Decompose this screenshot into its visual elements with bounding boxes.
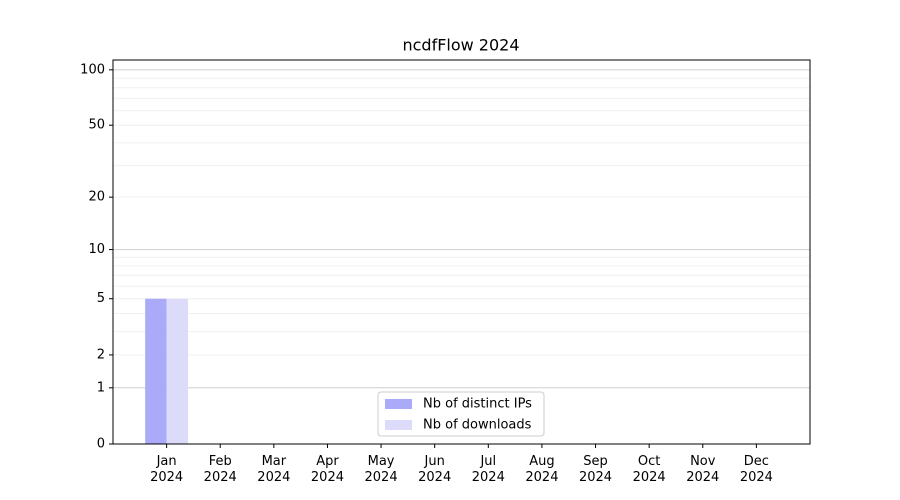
x-tick-label-line: 2024 [579,470,612,485]
y-tick-label: 1 [97,380,105,395]
y-tick-label: 50 [88,118,105,133]
x-tick-label-line: 2024 [740,470,773,485]
x-tick-label: Oct 2024 [633,454,666,485]
plot-frame [112,59,811,445]
x-tick-label-line: Sep [583,454,608,469]
x-tick-label-line: Jan [156,454,177,469]
x-tick-label: Jan 2024 [150,454,183,485]
x-tick-label: Mar 2024 [257,454,290,485]
y-tick-label: 5 [97,291,105,306]
chart-title: ncdfFlow 2024 [402,36,519,55]
y-tick-label: 10 [88,242,105,257]
x-tick-label-line: 2024 [150,470,183,485]
x-tick-label-line: 2024 [633,470,666,485]
x-tick-label-line: 2024 [365,470,398,485]
y-tick-label: 0 [97,437,105,452]
x-tick-label-line: 2024 [257,470,290,485]
x-tick-label-line: Jul [479,454,496,469]
x-tick-label-line: Mar [262,454,287,469]
legend-label: Nb of downloads [423,418,532,433]
x-tick-label-line: Jun [424,454,445,469]
x-tick-label-line: Dec [744,454,769,469]
x-tick-label-line: 2024 [525,470,558,485]
x-tick-label: Aug 2024 [525,454,558,485]
legend-swatch [385,399,412,409]
bar [145,298,167,444]
bar [166,298,189,444]
x-tick-label: Apr 2024 [311,454,344,485]
y-tick-label: 2 [97,347,105,362]
y-tick-label: 20 [88,190,105,205]
x-tick-label-line: 2024 [418,470,451,485]
x-tick-label-line: 2024 [204,470,237,485]
x-tick-label-line: Nov [690,454,716,469]
legend-box [377,391,545,437]
x-tick-label: Sep 2024 [579,454,612,485]
x-tick-label-line: Apr [316,454,339,469]
x-tick-label-line: Feb [209,454,232,469]
x-tick-label: Nov 2024 [686,454,719,485]
x-tick-label-line: Aug [529,454,554,469]
x-tick-label: Jul 2024 [472,454,505,485]
x-tick-label-line: Oct [638,454,660,469]
x-tick-label: Dec 2024 [740,454,773,485]
x-tick-label: Feb 2024 [204,454,237,485]
x-tick-label-line: 2024 [311,470,344,485]
x-tick-label-line: May [368,454,395,469]
legend-swatch [385,420,412,430]
x-tick-label: Jun 2024 [418,454,451,485]
x-tick-label-line: 2024 [472,470,505,485]
x-tick-label-line: 2024 [686,470,719,485]
x-tick-label: May 2024 [365,454,398,485]
y-tick-label: 100 [80,62,105,77]
legend-label: Nb of distinct IPs [423,397,532,412]
